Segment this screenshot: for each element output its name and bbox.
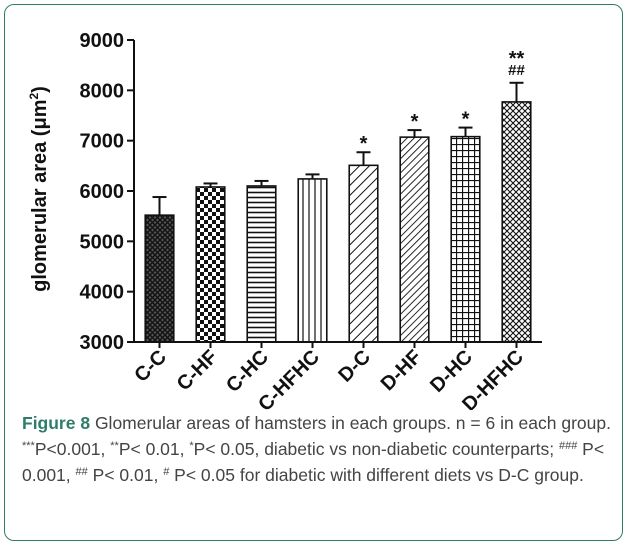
x-tick-label: D-C [334,346,375,387]
bar-d-c [348,164,379,343]
y-tick-label: 7000 [80,131,125,153]
bar-d-hc [450,135,481,343]
caption-text: P< 0.01, [118,439,190,459]
caption-sup: * [189,440,194,452]
caption-text: P<0.001, [34,439,111,459]
caption-sup: ### [558,440,578,452]
significance-mark: * [360,133,368,155]
bar-d-hf [399,136,430,343]
bar-c-hf [195,186,226,343]
y-axis-title: glomerular area (μm2) [27,86,51,292]
figure-frame [4,4,623,541]
caption-sup: ## [75,466,88,478]
caption-sup: ** [110,440,119,452]
significance-mark: * [462,109,470,131]
x-tick-label: C-C [130,346,171,387]
y-tick-label: 8000 [80,80,125,102]
y-tick-label: 5000 [80,231,125,253]
caption-text: P< 0.01, [87,465,164,485]
bar-c-hfhc [297,178,328,343]
y-tick-label: 6000 [80,181,125,203]
significance-mark: * [411,111,419,133]
significance-mark: ** [509,48,525,70]
caption-sup: # [163,466,170,478]
figure-label: Figure 8 [22,413,91,433]
caption-text: Glomerular areas of hamsters in each gro… [90,413,611,433]
y-axis-ticks: 3000 4000 5000 6000 7000 8000 9000 [80,30,134,354]
bar-d-hfhc [501,101,532,343]
significance-mark: ## [508,62,525,79]
x-axis-labels: C-C C-HF C-HCC-HFHC D-C D-HF D-HCD-HFHC [130,342,528,410]
x-tick-label: D-HF [377,346,426,395]
bar-c-c [144,214,175,343]
caption-text: P< 0.05 for diabetic with different diet… [169,465,584,485]
bars-group [144,81,532,343]
bar-chart: glomerular area (μm2) 3000 4000 5000 6000 70… [27,30,542,410]
caption-sup: *** [22,440,35,452]
significance-annotations: ** *##** [360,48,526,155]
x-tick-label: C-HF [173,346,222,395]
y-tick-label: 3000 [80,332,125,354]
caption-text: P< 0.001, [22,439,605,485]
y-tick-label: 9000 [80,30,125,52]
bar-c-hc [246,185,277,343]
figure-caption: Figure 8 Glomerular areas of hamsters in… [22,410,612,488]
caption-text: P< 0.05, diabetic vs non-diabetic counte… [193,439,559,459]
y-tick-label: 4000 [80,282,125,304]
